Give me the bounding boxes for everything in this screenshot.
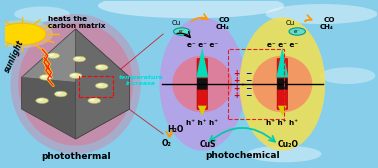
Text: e⁻ e⁻ e⁻: e⁻ e⁻ e⁻: [267, 42, 298, 48]
Text: Cu₂O: Cu₂O: [277, 140, 298, 149]
Text: −: −: [245, 84, 251, 93]
Circle shape: [49, 54, 54, 56]
Text: +: +: [233, 76, 240, 85]
Circle shape: [174, 28, 190, 35]
Text: e⁻: e⁻: [294, 29, 300, 34]
Text: O₂: O₂: [161, 139, 171, 148]
Ellipse shape: [14, 7, 70, 22]
Circle shape: [75, 57, 80, 59]
Text: h⁺ h⁺ h⁺: h⁺ h⁺ h⁺: [186, 120, 218, 126]
Circle shape: [90, 99, 95, 101]
Ellipse shape: [18, 22, 133, 146]
Text: CO: CO: [323, 17, 335, 23]
Text: CH₄: CH₄: [320, 24, 334, 30]
Polygon shape: [278, 106, 287, 116]
Ellipse shape: [247, 146, 321, 162]
Circle shape: [0, 23, 46, 45]
Ellipse shape: [172, 56, 232, 112]
Text: heats the
carbon matrix: heats the carbon matrix: [48, 16, 105, 29]
Text: H₂O: H₂O: [167, 125, 183, 134]
Circle shape: [39, 74, 52, 80]
Text: photothermal: photothermal: [41, 152, 110, 161]
Polygon shape: [196, 47, 208, 77]
Circle shape: [38, 99, 43, 101]
Polygon shape: [76, 29, 130, 139]
Circle shape: [95, 65, 108, 70]
Polygon shape: [198, 106, 207, 116]
Text: +: +: [233, 69, 240, 78]
Circle shape: [69, 73, 82, 78]
Circle shape: [73, 56, 86, 62]
Text: +: +: [233, 91, 240, 100]
Text: CH₄: CH₄: [216, 24, 230, 30]
Text: −: −: [245, 91, 251, 100]
Ellipse shape: [240, 17, 325, 151]
Text: CuS: CuS: [200, 140, 216, 149]
FancyBboxPatch shape: [197, 78, 208, 90]
Circle shape: [97, 65, 102, 68]
Text: sunlight: sunlight: [3, 38, 26, 74]
Text: CO: CO: [219, 17, 230, 23]
Polygon shape: [276, 47, 288, 77]
Ellipse shape: [253, 56, 312, 112]
Text: h⁺ h⁺ h⁺: h⁺ h⁺ h⁺: [266, 120, 298, 126]
Circle shape: [88, 98, 101, 103]
Text: −: −: [245, 76, 251, 85]
Circle shape: [41, 75, 46, 78]
Ellipse shape: [266, 4, 377, 24]
Text: photochemical: photochemical: [205, 151, 280, 160]
Ellipse shape: [98, 0, 284, 18]
FancyBboxPatch shape: [197, 58, 208, 110]
Circle shape: [54, 91, 67, 97]
Text: Cu: Cu: [172, 20, 181, 26]
Polygon shape: [22, 29, 130, 139]
Text: +: +: [233, 84, 240, 93]
Circle shape: [95, 83, 108, 89]
Circle shape: [47, 53, 60, 58]
Circle shape: [71, 74, 76, 76]
Circle shape: [289, 28, 305, 35]
Circle shape: [0, 20, 53, 48]
Text: Cu: Cu: [285, 20, 294, 26]
Ellipse shape: [319, 67, 375, 84]
Text: e⁻ e⁻ e⁻: e⁻ e⁻ e⁻: [187, 42, 218, 48]
FancyBboxPatch shape: [277, 58, 288, 110]
Text: temperature
increase: temperature increase: [118, 75, 163, 86]
Text: −: −: [245, 69, 251, 78]
Text: e⁻: e⁻: [179, 29, 185, 34]
Circle shape: [36, 98, 48, 103]
FancyBboxPatch shape: [277, 78, 288, 90]
Ellipse shape: [160, 17, 245, 151]
Ellipse shape: [11, 14, 141, 154]
Circle shape: [97, 84, 102, 86]
Polygon shape: [22, 29, 130, 82]
Circle shape: [56, 92, 62, 94]
